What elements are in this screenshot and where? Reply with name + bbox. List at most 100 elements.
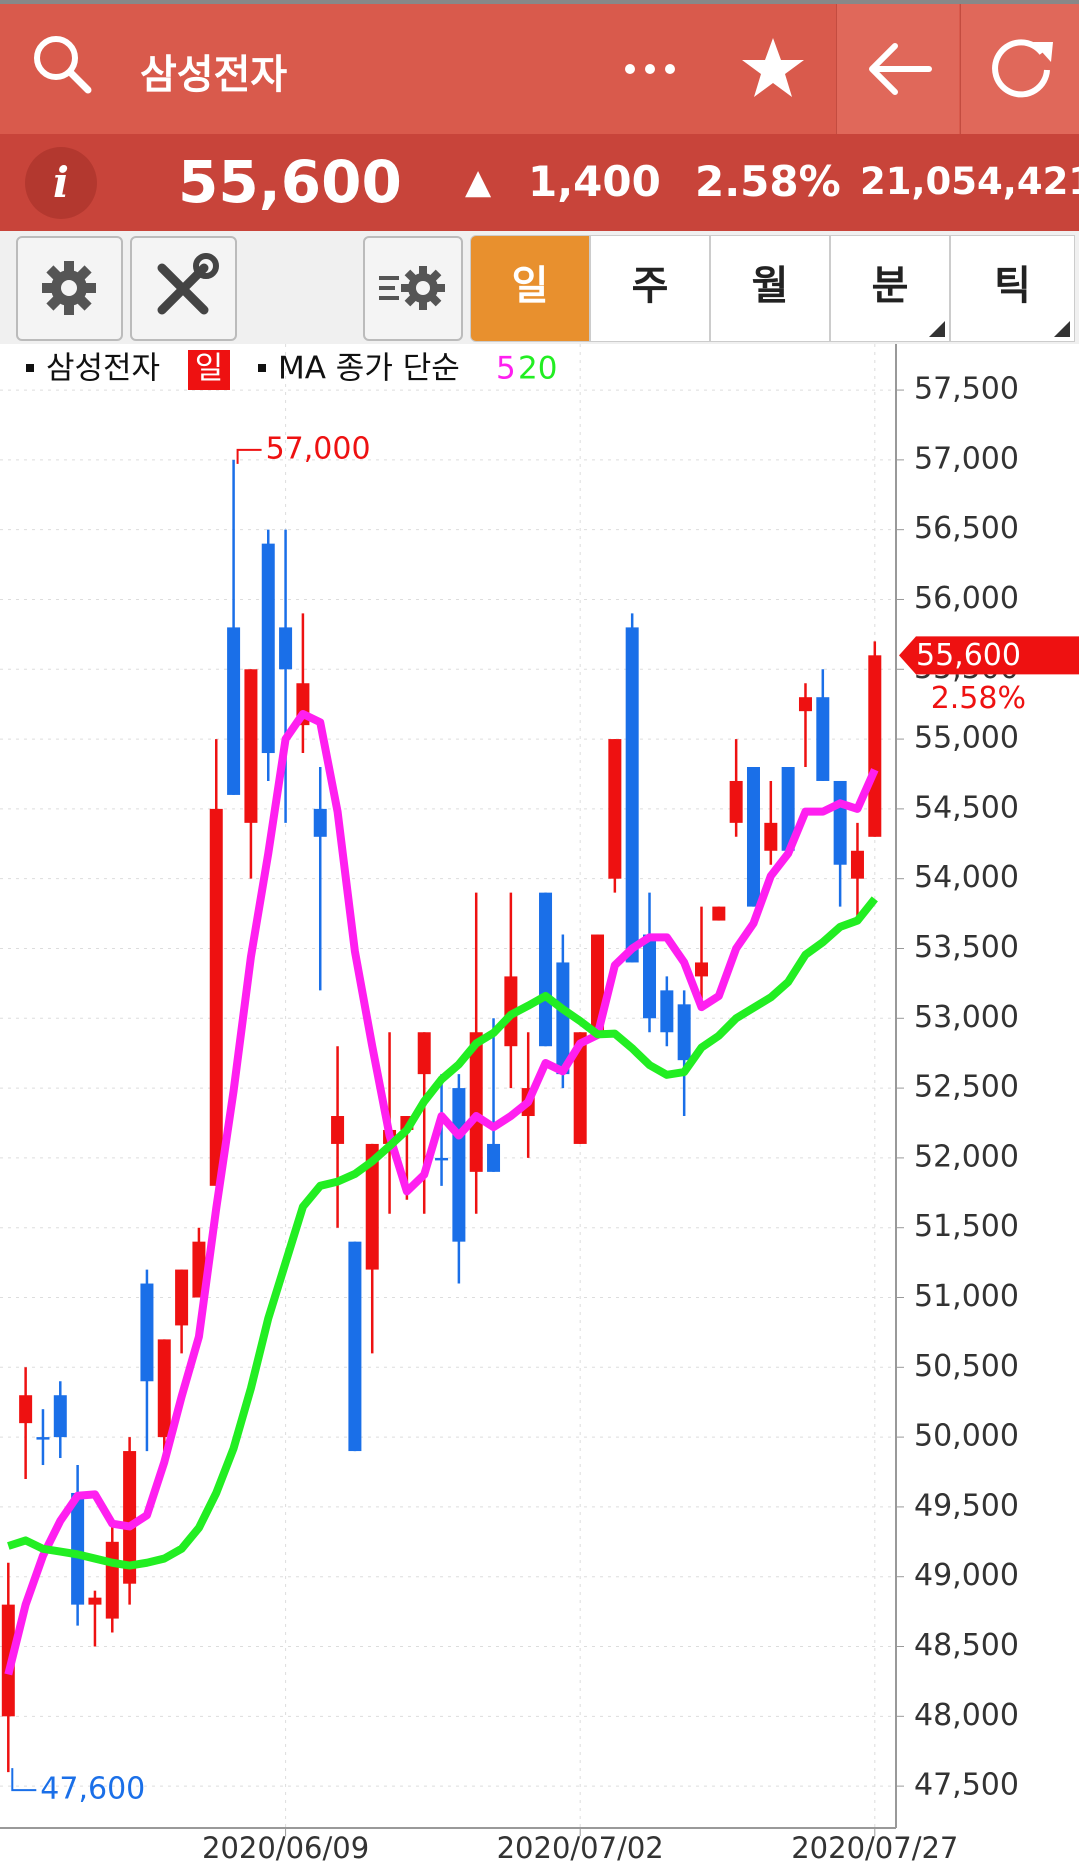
toolbar: 일 주 월 분 틱 — [0, 231, 1079, 344]
candle-body — [157, 1339, 171, 1438]
candle-body — [677, 1004, 691, 1061]
info-icon[interactable]: i — [24, 146, 98, 220]
y-tick-label: 50,500 — [914, 1349, 1019, 1384]
price-tag-change: 2.58% — [931, 681, 1026, 716]
refresh-button[interactable] — [960, 4, 1079, 134]
y-tick-label: 55,000 — [914, 721, 1019, 756]
candle-body — [365, 1143, 379, 1270]
change-pct: 2.58% — [695, 157, 841, 206]
candle-body — [764, 822, 778, 851]
legend-entry: 5 — [496, 351, 516, 387]
tab-week[interactable]: 주 — [590, 235, 710, 342]
candle-body — [244, 669, 258, 823]
tab-tick-label: 틱 — [994, 263, 1031, 309]
candle-body — [313, 808, 327, 837]
ma-line — [4, 709, 879, 1676]
x-tick-label: 2020/07/27 — [791, 1831, 958, 1862]
y-tick-label: 56,000 — [914, 581, 1019, 616]
candle-body — [53, 1395, 67, 1438]
candle-body — [452, 1088, 466, 1242]
candle-body — [71, 1492, 85, 1605]
candle-body — [573, 1032, 587, 1144]
back-button[interactable] — [836, 4, 959, 134]
y-tick-label: 50,000 — [914, 1419, 1019, 1454]
price-tag-label: 55,600 — [916, 638, 1021, 673]
y-tick-label: 53,000 — [914, 1000, 1019, 1035]
favorite-icon[interactable] — [740, 36, 806, 100]
ma-line — [7, 896, 878, 1570]
legend-ma: MA 종가 단순 — [278, 351, 460, 387]
tab-minute[interactable]: 분 — [830, 235, 950, 342]
volume: 21,054,421 — [860, 160, 1079, 203]
candle-body — [331, 1116, 345, 1144]
y-tick-label: 52,000 — [914, 1139, 1019, 1174]
candle-body — [227, 627, 241, 795]
chart-bg — [0, 344, 1079, 1862]
candle-body — [123, 1451, 137, 1584]
candle-body — [625, 627, 639, 963]
candle-body — [105, 1541, 119, 1619]
x-tick-label: 2020/06/09 — [202, 1831, 369, 1862]
price-bar: i 55,600 ▲ 1,400 2.58% 21,054,421 — [0, 134, 1079, 231]
candle-body — [19, 1395, 33, 1424]
candle-body — [209, 808, 223, 1186]
y-tick-label: 51,500 — [914, 1209, 1019, 1244]
tab-minute-label: 분 — [871, 263, 909, 309]
candle-body — [487, 1143, 501, 1172]
legend-period-bg — [188, 350, 230, 390]
candle-body — [140, 1283, 154, 1382]
candle-body — [608, 739, 622, 879]
y-tick-label: 57,500 — [914, 372, 1019, 407]
candle-body — [539, 892, 553, 1047]
candle-body — [729, 780, 743, 823]
legend-symbol: 삼성전자 — [46, 351, 160, 387]
candle-body — [175, 1269, 189, 1326]
candle-body — [781, 767, 795, 851]
candle-body — [868, 655, 882, 837]
candle-body — [746, 767, 760, 907]
candle-body — [348, 1241, 362, 1452]
legend-marker — [258, 364, 266, 372]
candle-body — [435, 1157, 449, 1161]
current-price: 55,600 — [178, 148, 402, 216]
candle-body — [833, 780, 847, 865]
annotation-label: 57,000 — [266, 431, 371, 466]
y-tick-label: 51,000 — [914, 1279, 1019, 1314]
change: 1,400 — [528, 157, 661, 206]
tab-month[interactable]: 월 — [710, 235, 830, 342]
more-icon[interactable] — [620, 59, 680, 79]
y-tick-label: 54,000 — [914, 860, 1019, 895]
candle-body — [850, 850, 864, 879]
legend-entry: 20 — [518, 351, 557, 387]
annotation-arrow — [236, 448, 262, 464]
y-tick-label: 48,500 — [914, 1628, 1019, 1663]
indicator-button[interactable] — [363, 236, 463, 341]
y-tick-label: 48,000 — [914, 1698, 1019, 1733]
tools-button[interactable] — [130, 236, 237, 341]
corner-mark — [1054, 321, 1070, 337]
candle-body — [798, 697, 812, 712]
settings-button[interactable] — [16, 236, 123, 341]
candle-body — [279, 627, 293, 670]
top-bar: 삼성전자 — [0, 0, 1079, 134]
candle-body — [660, 990, 674, 1033]
y-tick-label: 49,000 — [914, 1558, 1019, 1593]
candle-body — [88, 1597, 102, 1605]
candle-body — [643, 934, 657, 1019]
candle-body — [816, 697, 830, 781]
candle-body — [36, 1437, 50, 1440]
candle-body — [695, 962, 708, 977]
candle-body — [712, 906, 726, 921]
chart: 47,500 48,000 48,500 49,000 49,500 50,000 50,5… — [0, 344, 1079, 1862]
svg-text:i: i — [53, 158, 69, 207]
annotation-arrow — [11, 1768, 37, 1792]
y-tick-label: 52,500 — [914, 1070, 1019, 1105]
price-tag — [899, 636, 1079, 675]
y-tick-label: 53,500 — [914, 930, 1019, 965]
tab-tick[interactable]: 틱 — [950, 235, 1075, 342]
search-icon[interactable] — [30, 32, 96, 102]
change-sign: ▲ — [465, 162, 492, 202]
legend-period: 일 — [195, 351, 224, 387]
tab-day[interactable]: 일 — [470, 235, 590, 342]
